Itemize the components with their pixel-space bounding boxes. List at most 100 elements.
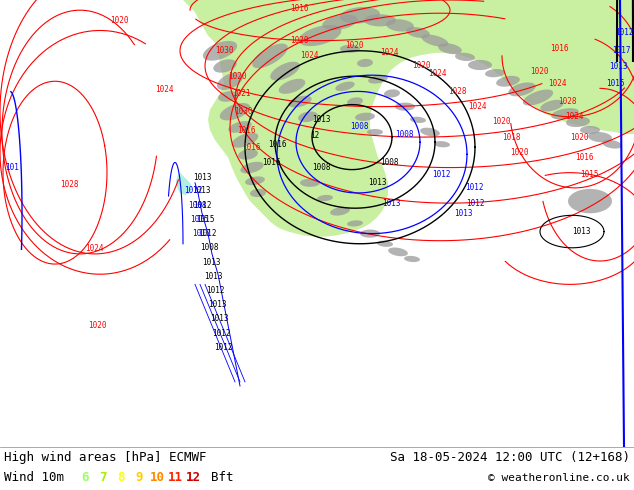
Polygon shape [434, 141, 450, 147]
Text: 1028: 1028 [448, 87, 467, 96]
Polygon shape [508, 82, 536, 97]
Text: 1013: 1013 [454, 209, 472, 218]
Polygon shape [217, 73, 243, 90]
Text: 1020: 1020 [290, 36, 309, 45]
Text: 1020: 1020 [88, 320, 107, 329]
Polygon shape [410, 117, 426, 123]
Polygon shape [288, 96, 312, 107]
Text: 1030: 1030 [234, 107, 252, 116]
Text: 1016: 1016 [575, 153, 593, 162]
Text: 9: 9 [135, 471, 143, 485]
Text: 1030: 1030 [215, 46, 233, 55]
Text: 1020: 1020 [228, 72, 247, 81]
Text: 6: 6 [81, 471, 89, 485]
Text: Bft: Bft [211, 471, 233, 485]
Text: 1012: 1012 [212, 329, 231, 338]
Polygon shape [406, 27, 430, 38]
Text: Wind 10m: Wind 10m [4, 471, 64, 485]
Text: 11: 11 [167, 471, 183, 485]
Polygon shape [220, 103, 250, 121]
Polygon shape [364, 14, 396, 26]
Polygon shape [386, 19, 414, 31]
Polygon shape [485, 69, 505, 77]
Text: 1020: 1020 [570, 133, 588, 142]
Text: 1024: 1024 [85, 245, 103, 253]
Polygon shape [218, 91, 238, 102]
Polygon shape [468, 60, 492, 70]
Polygon shape [317, 195, 333, 201]
Text: 1016: 1016 [242, 143, 261, 152]
Text: 1008: 1008 [200, 244, 219, 252]
Polygon shape [335, 82, 354, 91]
Text: 7: 7 [100, 471, 107, 485]
Polygon shape [523, 90, 553, 105]
Text: 1020: 1020 [510, 148, 529, 157]
Text: 1024: 1024 [380, 49, 399, 57]
Text: 1012: 1012 [466, 198, 484, 208]
Polygon shape [360, 229, 380, 238]
Text: 1024: 1024 [300, 51, 318, 60]
Text: 10: 10 [150, 471, 164, 485]
Polygon shape [228, 121, 252, 133]
Polygon shape [566, 117, 590, 127]
Polygon shape [438, 43, 462, 54]
Polygon shape [551, 108, 579, 120]
Polygon shape [368, 75, 388, 84]
Polygon shape [176, 172, 192, 195]
Polygon shape [422, 34, 449, 47]
Text: 1015: 1015 [196, 215, 214, 224]
Polygon shape [298, 112, 318, 122]
Polygon shape [347, 220, 363, 226]
Text: 1016: 1016 [262, 158, 280, 167]
Text: 1012: 1012 [432, 170, 451, 179]
Text: 1008: 1008 [380, 158, 399, 167]
Text: 1021: 1021 [232, 89, 250, 98]
Polygon shape [330, 207, 350, 216]
Text: 1024: 1024 [548, 79, 567, 88]
Text: 1015: 1015 [580, 170, 598, 179]
Text: 1013: 1013 [193, 173, 212, 182]
Text: 1013: 1013 [210, 315, 228, 323]
Polygon shape [540, 100, 564, 111]
Polygon shape [340, 7, 380, 24]
Polygon shape [213, 59, 236, 73]
Polygon shape [347, 98, 363, 106]
Text: 1024: 1024 [155, 85, 174, 94]
Text: 1020: 1020 [530, 67, 548, 75]
Polygon shape [420, 128, 440, 136]
Text: 1012: 1012 [184, 186, 202, 196]
Text: 1020: 1020 [345, 41, 363, 50]
Polygon shape [367, 129, 383, 135]
Text: 1015: 1015 [190, 215, 209, 224]
Polygon shape [377, 241, 393, 247]
Polygon shape [496, 76, 520, 87]
Text: 1013: 1013 [609, 62, 628, 71]
Text: 12: 12 [310, 130, 320, 140]
Text: 1013: 1013 [208, 300, 226, 309]
Text: High wind areas [hPa] ECMWF: High wind areas [hPa] ECMWF [4, 451, 207, 465]
Polygon shape [568, 189, 612, 213]
Text: 1016: 1016 [290, 3, 309, 13]
Polygon shape [404, 256, 420, 262]
Text: © weatheronline.co.uk: © weatheronline.co.uk [488, 473, 630, 483]
Text: 1020: 1020 [492, 118, 510, 126]
Text: Sa 18-05-2024 12:00 UTC (12+168): Sa 18-05-2024 12:00 UTC (12+168) [390, 451, 630, 465]
Text: 1024: 1024 [468, 102, 486, 111]
Text: 1015: 1015 [606, 79, 624, 88]
Polygon shape [250, 189, 266, 197]
Polygon shape [395, 102, 415, 111]
Polygon shape [252, 44, 288, 68]
Text: 1024: 1024 [428, 69, 446, 77]
Text: 101: 101 [5, 163, 19, 172]
Polygon shape [340, 45, 360, 53]
Polygon shape [270, 62, 300, 80]
Text: 1012: 1012 [192, 229, 210, 238]
Text: 1012: 1012 [193, 201, 212, 210]
Text: 1012: 1012 [465, 183, 484, 193]
Polygon shape [322, 15, 358, 30]
Text: 1016: 1016 [237, 125, 256, 134]
Polygon shape [203, 41, 237, 61]
Text: 1020: 1020 [412, 60, 430, 70]
Polygon shape [357, 59, 373, 67]
Text: 1012: 1012 [198, 229, 216, 238]
